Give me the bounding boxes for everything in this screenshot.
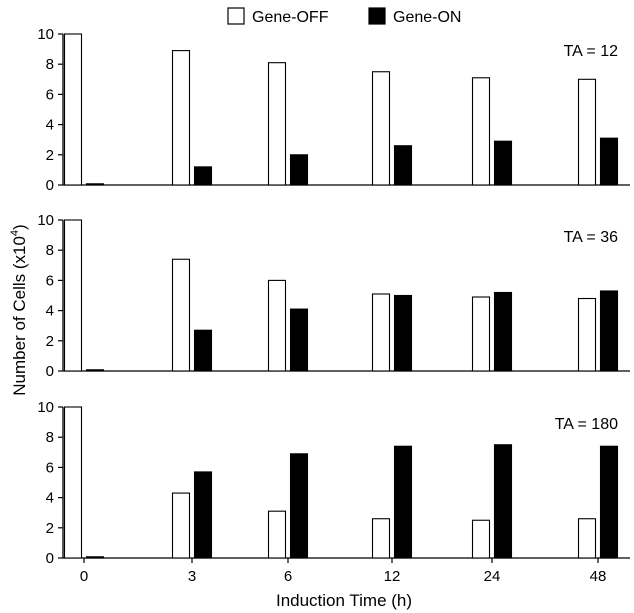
- bar-gene-off: [267, 510, 287, 559]
- y-axis-title: Number of Cells (x104): [9, 224, 29, 395]
- bar-gene-off: [63, 406, 83, 559]
- bar-gene-on: [493, 140, 513, 186]
- y-axis-title-superscript: 4: [9, 230, 21, 236]
- y-axis-title-suffix: ): [10, 224, 29, 230]
- y-tick-label: 4: [46, 117, 54, 134]
- panel-1: 0 2 4 6 8 10 TA = 12: [37, 26, 630, 194]
- y-tick-label: 8: [46, 429, 54, 446]
- bar-gene-on: [289, 154, 309, 186]
- panel-label: TA = 12: [564, 43, 619, 60]
- bar-gene-off: [577, 518, 597, 559]
- x-tick-label: 6: [284, 568, 292, 585]
- bar-gene-on: [599, 290, 619, 372]
- bar-gene-off: [63, 219, 83, 372]
- y-tick-label: 6: [46, 459, 54, 476]
- bar-gene-off: [171, 50, 191, 186]
- bar-gene-on: [393, 445, 413, 559]
- bar-gene-on: [289, 453, 309, 559]
- y-tick-label: 6: [46, 86, 54, 103]
- y-tick-label: 4: [46, 490, 54, 507]
- y-tick-label: 8: [46, 56, 54, 73]
- x-tick-label: 3: [188, 568, 196, 585]
- y-tick-label: 0: [46, 550, 54, 567]
- bar-gene-off: [371, 293, 391, 372]
- legend-label-gene-off: Gene-OFF: [252, 9, 329, 26]
- x-tick-label: 48: [590, 568, 607, 585]
- bar-gene-off: [371, 71, 391, 186]
- bar-gene-on: [393, 145, 413, 186]
- bar-gene-off: [63, 33, 83, 186]
- bar-gene-on: [493, 291, 513, 372]
- bar-gene-off: [171, 258, 191, 372]
- y-tick-label: 2: [46, 147, 54, 164]
- y-tick-label: 10: [37, 26, 54, 43]
- y-tick-label: 8: [46, 242, 54, 259]
- legend-swatch-gene-off: [227, 7, 245, 25]
- bar-gene-on: [85, 556, 105, 559]
- legend: Gene-OFF Gene-ON: [227, 7, 461, 26]
- x-tick-label: 24: [484, 568, 501, 585]
- y-axis-title-main: Number of Cells (x10: [10, 236, 29, 396]
- panel-label: TA = 180: [555, 416, 618, 433]
- bar-gene-off: [577, 78, 597, 186]
- bar-gene-on: [85, 369, 105, 372]
- bar-gene-off: [267, 62, 287, 186]
- panel-label: TA = 36: [564, 229, 619, 246]
- bar-gene-on: [289, 308, 309, 372]
- bar-gene-off: [471, 77, 491, 186]
- legend-swatch-gene-on: [368, 7, 386, 25]
- y-tick-label: 0: [46, 363, 54, 380]
- bar-gene-off: [577, 297, 597, 372]
- y-tick-label: 2: [46, 520, 54, 537]
- y-tick-label: 10: [37, 399, 54, 416]
- bar-gene-off: [371, 518, 391, 559]
- bar-gene-off: [171, 492, 191, 559]
- bar-gene-on: [193, 471, 213, 559]
- bar-gene-on: [393, 294, 413, 372]
- x-tick-label: 12: [384, 568, 401, 585]
- y-tick-label: 2: [46, 333, 54, 350]
- bar-gene-on: [599, 137, 619, 186]
- y-tick-label: 10: [37, 212, 54, 229]
- legend-label-gene-on: Gene-ON: [393, 9, 461, 26]
- bar-gene-off: [471, 296, 491, 372]
- y-tick-label: 0: [46, 177, 54, 194]
- y-tick-label: 6: [46, 272, 54, 289]
- x-tick-label: 0: [80, 568, 88, 585]
- panel-2: 0 2 4 6 8 10 TA = 36: [37, 212, 630, 380]
- bar-gene-on: [493, 444, 513, 559]
- x-axis-title: Induction Time (h): [276, 591, 412, 610]
- bar-gene-on: [599, 445, 619, 559]
- bar-gene-on: [193, 166, 213, 186]
- bar-gene-off: [267, 279, 287, 372]
- y-tick-label: 4: [46, 303, 54, 320]
- bar-gene-off: [471, 519, 491, 559]
- bar-gene-on: [85, 183, 105, 186]
- bar-gene-on: [193, 329, 213, 372]
